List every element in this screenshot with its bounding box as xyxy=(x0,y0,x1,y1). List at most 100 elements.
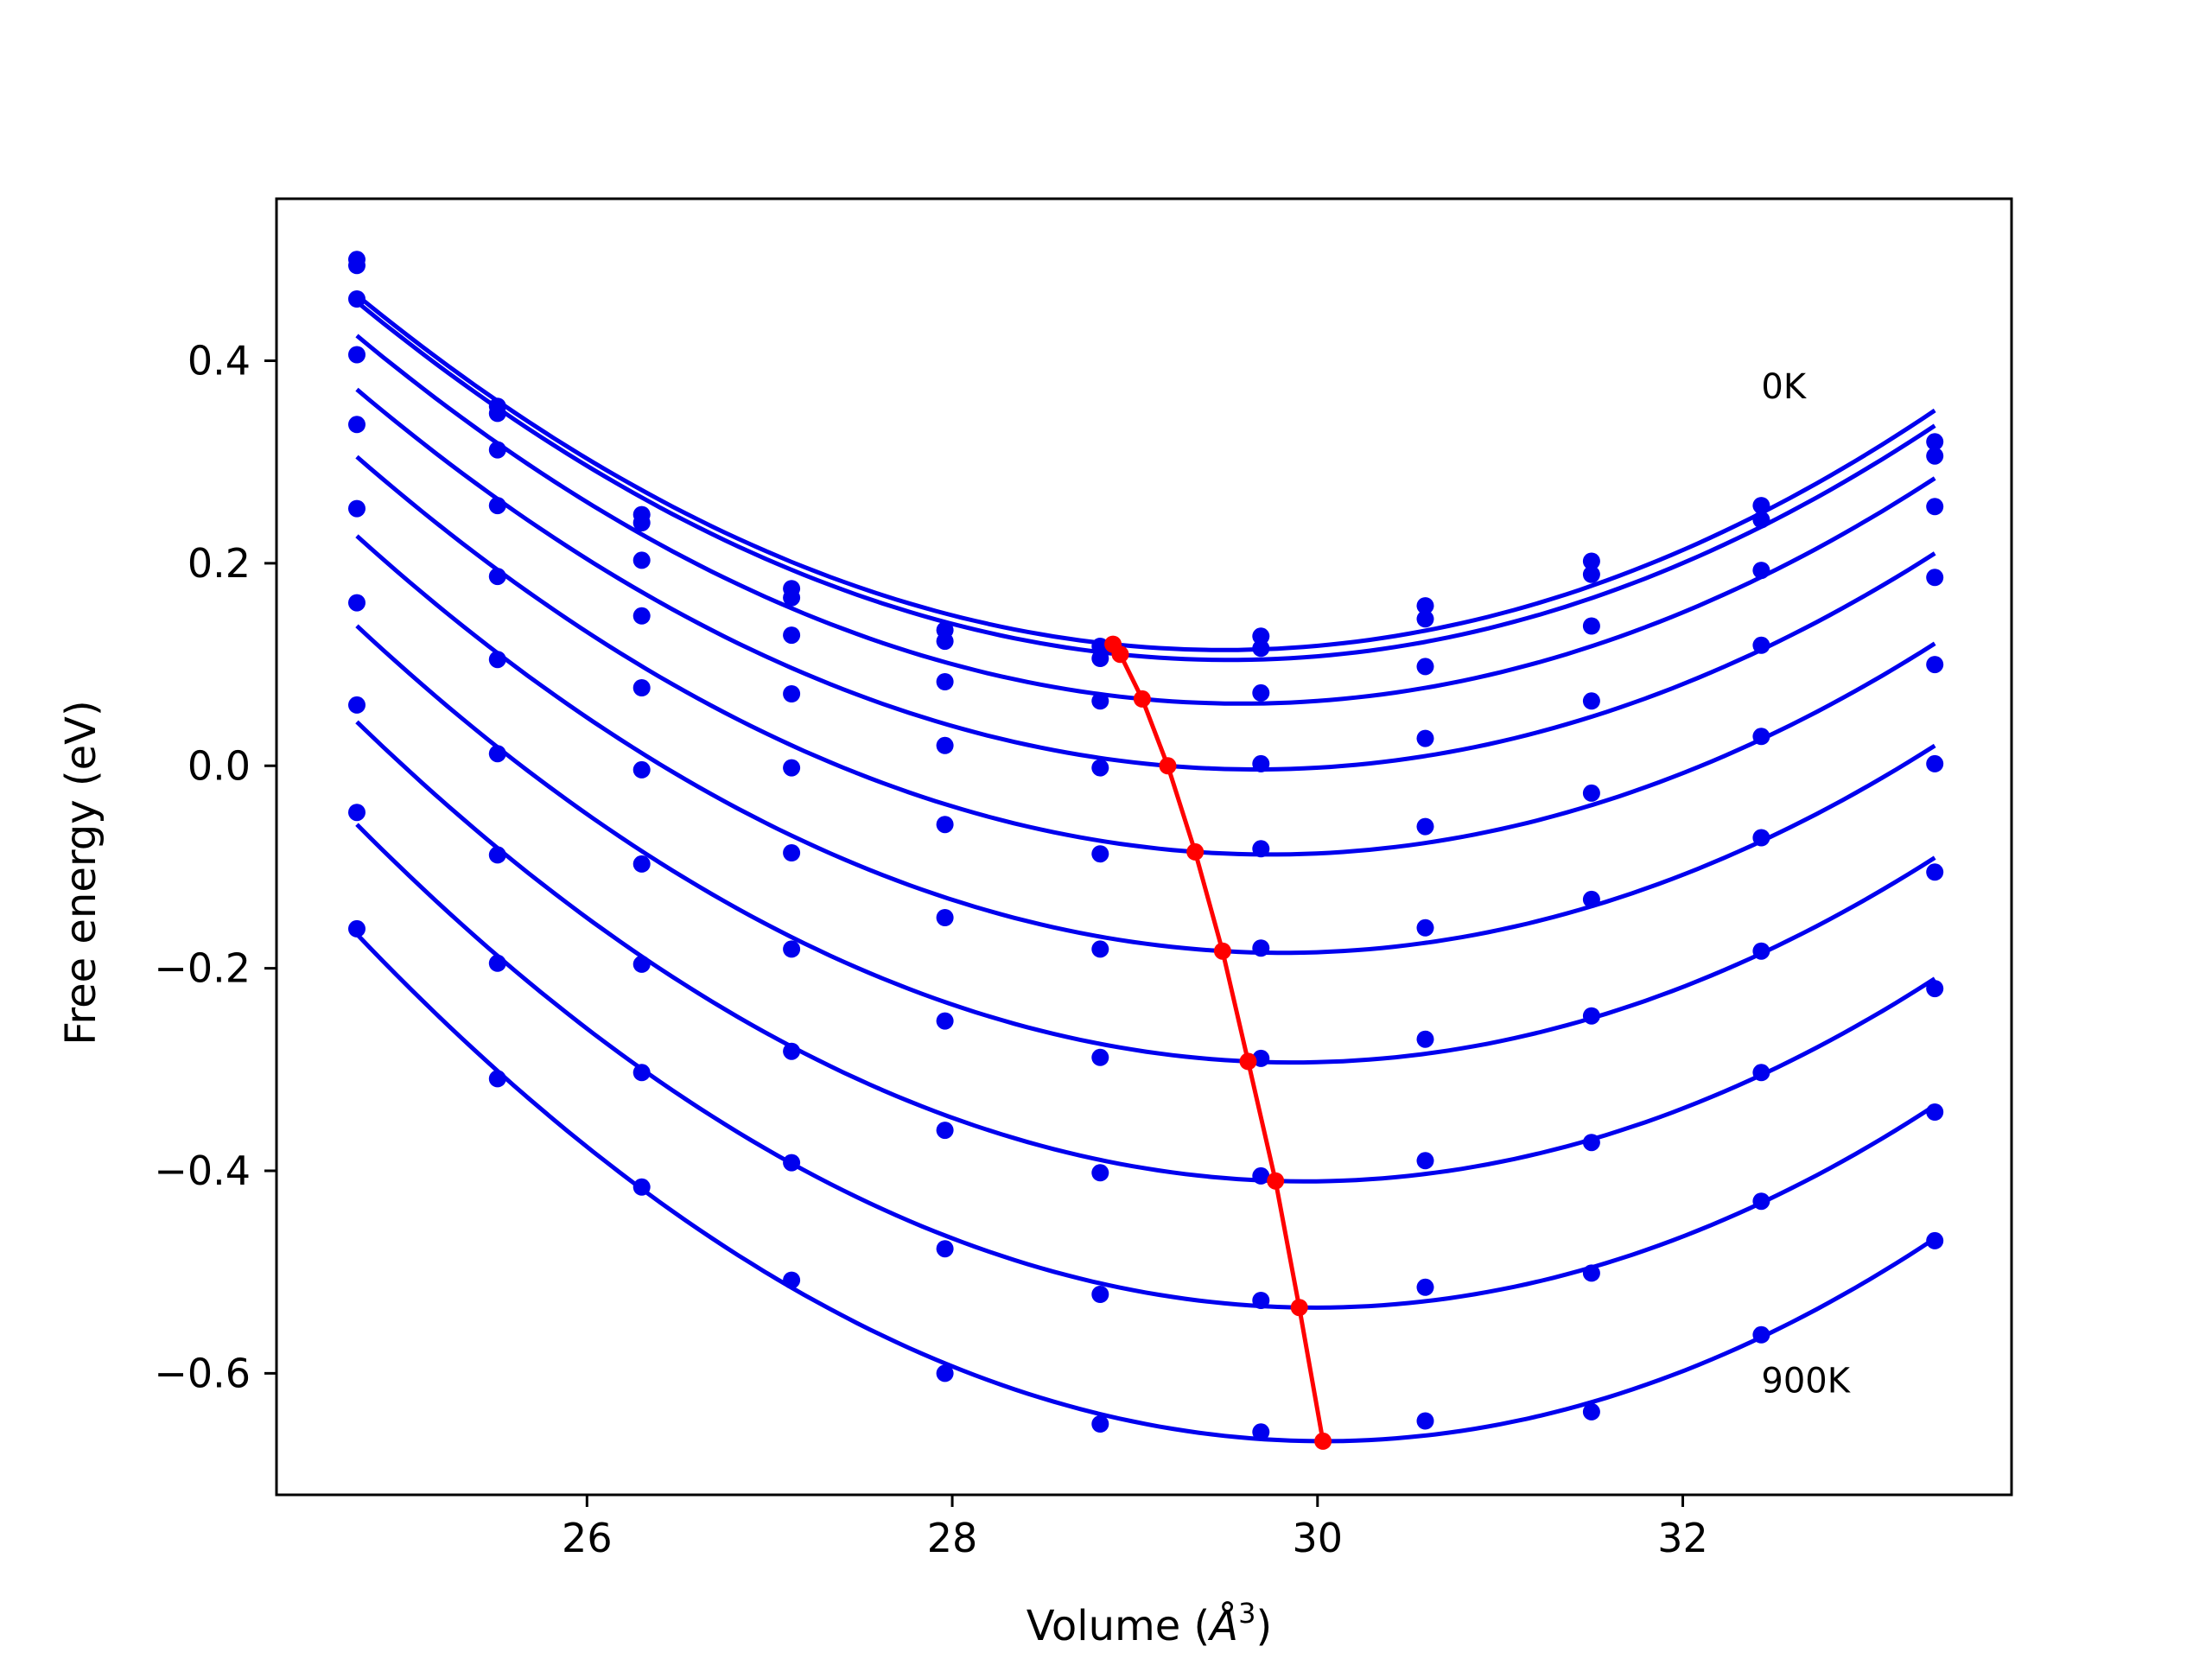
fit-curve-6 xyxy=(355,624,1936,1065)
data-point-5-3 xyxy=(783,844,801,861)
data-point-2-9 xyxy=(1752,562,1770,580)
data-point-4-1 xyxy=(488,568,506,586)
data-point-5-9 xyxy=(1752,829,1770,847)
data-point-6-2 xyxy=(632,855,651,873)
data-point-7-5 xyxy=(1091,1164,1109,1182)
data-point-7-2 xyxy=(632,955,651,973)
data-point-8-0 xyxy=(348,804,365,822)
data-point-5-4 xyxy=(936,909,954,926)
y-tick-label-2: −0.2 xyxy=(154,945,251,992)
fit-curve-4 xyxy=(355,454,1936,857)
data-point-6-9 xyxy=(1752,942,1770,960)
data-point-7-4 xyxy=(936,1122,954,1140)
data-point-7-0 xyxy=(348,696,365,714)
data-point-2-10 xyxy=(1926,498,1944,516)
fit-curve-8 xyxy=(355,823,1936,1310)
data-point-0-5 xyxy=(1091,638,1109,655)
data-point-1-5 xyxy=(1091,650,1109,667)
data-point-1-10 xyxy=(1926,447,1944,465)
data-point-9-0 xyxy=(348,919,365,938)
y-tick-label-3: 0.0 xyxy=(188,742,251,789)
fit-curve-7 xyxy=(355,720,1936,1184)
fit-curve-1 xyxy=(355,300,1936,663)
x-axis-label: Volume (Å3) xyxy=(1027,1597,1272,1650)
data-point-1-7 xyxy=(1416,610,1434,628)
data-point-0-8 xyxy=(1582,552,1600,570)
data-point-4-9 xyxy=(1752,728,1770,746)
data-point-3-5 xyxy=(1091,759,1109,777)
minimum-point-9 xyxy=(1314,1432,1332,1450)
data-point-4-8 xyxy=(1582,784,1600,802)
data-point-2-0 xyxy=(348,290,365,308)
y-tick-label-1: −0.4 xyxy=(154,1147,251,1194)
data-point-9-5 xyxy=(1091,1415,1109,1433)
data-point-8-4 xyxy=(936,1240,954,1258)
data-point-7-6 xyxy=(1252,1166,1270,1185)
x-tick-label-0: 26 xyxy=(562,1515,613,1561)
data-point-6-5 xyxy=(1091,1048,1109,1066)
fit-curve-5 xyxy=(355,534,1936,956)
data-point-4-2 xyxy=(632,679,651,696)
data-point-8-7 xyxy=(1416,1278,1434,1296)
data-points xyxy=(348,251,1944,1441)
data-point-6-3 xyxy=(783,940,801,958)
data-point-3-6 xyxy=(1252,754,1270,772)
data-point-4-7 xyxy=(1416,817,1434,836)
data-point-3-4 xyxy=(936,736,954,754)
data-point-8-9 xyxy=(1752,1192,1770,1211)
data-point-4-0 xyxy=(348,416,365,434)
data-point-3-2 xyxy=(632,607,651,625)
data-point-8-10 xyxy=(1926,1103,1944,1121)
minimum-point-7 xyxy=(1267,1172,1285,1190)
y-tick-label-0: −0.6 xyxy=(154,1350,251,1396)
data-point-1-4 xyxy=(936,632,954,651)
minimum-point-2 xyxy=(1133,690,1151,708)
data-point-2-8 xyxy=(1582,617,1600,635)
data-point-4-3 xyxy=(783,759,801,777)
data-point-1-3 xyxy=(783,588,801,607)
data-point-6-0 xyxy=(348,594,365,612)
data-point-1-8 xyxy=(1582,565,1600,583)
data-point-5-10 xyxy=(1926,754,1944,772)
data-point-3-9 xyxy=(1752,636,1770,654)
data-point-5-8 xyxy=(1582,890,1600,908)
data-point-9-7 xyxy=(1416,1412,1434,1430)
data-point-8-8 xyxy=(1582,1264,1600,1282)
y-axis-label: Free energy (eV) xyxy=(57,700,105,1045)
data-point-5-5 xyxy=(1091,940,1109,958)
data-point-2-4 xyxy=(936,673,954,690)
data-point-3-10 xyxy=(1926,569,1944,587)
minimum-point-1 xyxy=(1111,645,1129,664)
data-point-5-2 xyxy=(632,760,651,779)
data-point-1-0 xyxy=(348,257,365,275)
data-point-9-8 xyxy=(1582,1402,1600,1421)
annotation-900k: 900K xyxy=(1761,1362,1851,1402)
minimum-point-5 xyxy=(1213,942,1231,960)
fit-curve-9 xyxy=(355,932,1936,1444)
data-point-6-7 xyxy=(1416,1030,1434,1048)
data-point-7-10 xyxy=(1926,980,1944,998)
data-point-6-10 xyxy=(1926,863,1944,881)
data-point-2-5 xyxy=(1091,692,1109,710)
data-point-0-9 xyxy=(1752,497,1770,515)
data-point-7-8 xyxy=(1582,1134,1600,1152)
data-point-5-6 xyxy=(1252,939,1270,957)
y-axis-ticks: −0.6 −0.4 −0.2 0.0 0.2 0.4 xyxy=(154,338,276,1396)
data-point-4-4 xyxy=(936,816,954,834)
data-point-1-9 xyxy=(1752,511,1770,529)
data-point-9-1 xyxy=(488,1070,506,1088)
data-point-5-7 xyxy=(1416,918,1434,937)
data-point-3-1 xyxy=(488,497,506,515)
data-point-2-7 xyxy=(1416,658,1434,676)
data-point-2-6 xyxy=(1252,683,1270,702)
data-point-9-2 xyxy=(632,1178,651,1196)
minimum-point-4 xyxy=(1186,842,1205,861)
x-tick-label-2: 30 xyxy=(1293,1515,1344,1561)
data-point-9-3 xyxy=(783,1271,801,1289)
data-point-9-6 xyxy=(1252,1423,1270,1441)
data-point-9-9 xyxy=(1752,1325,1770,1344)
minimum-locus-line xyxy=(1111,643,1325,1442)
data-point-8-3 xyxy=(783,1154,801,1172)
